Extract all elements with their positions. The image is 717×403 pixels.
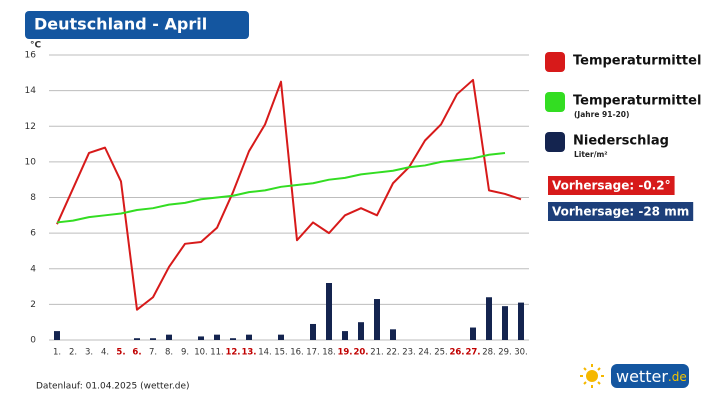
y-tick-label: 4 xyxy=(30,264,36,274)
bar xyxy=(150,338,156,340)
legend-label: Temperaturmittel xyxy=(573,94,701,109)
forecast-text: Vorhersage: -0.2° xyxy=(552,179,671,193)
x-tick-label: 22. xyxy=(386,348,400,358)
svg-text:wetter.de: wetter.de xyxy=(616,367,687,386)
legend-swatch xyxy=(545,132,565,152)
bar xyxy=(374,299,380,340)
x-tick-label: 19. xyxy=(337,348,352,358)
x-tick-label: 13. xyxy=(241,348,256,358)
y-tick-label: 2 xyxy=(30,300,36,310)
x-tick-label: 5. xyxy=(116,348,125,358)
line xyxy=(56,78,522,311)
bar xyxy=(326,283,332,340)
x-tick-label: 3. xyxy=(85,348,93,358)
bar xyxy=(358,322,364,340)
x-tick-label: 26. xyxy=(449,348,464,358)
y-tick-label: 12 xyxy=(25,122,36,132)
y-tick-label: 16 xyxy=(25,51,37,61)
logo-main: wetter xyxy=(616,367,668,386)
bar xyxy=(342,331,348,340)
forecast-bg xyxy=(548,176,675,195)
footer: Datenlauf: 01.04.2025 (wetter.de) xyxy=(36,382,190,392)
x-tick-label: 6. xyxy=(132,348,141,358)
x-tick-label: 30. xyxy=(514,348,528,358)
bar xyxy=(54,331,60,340)
y-unit: °C xyxy=(30,41,42,51)
forecast-box: Vorhersage: -0.2° xyxy=(548,176,675,195)
x-tick-label: 4. xyxy=(101,348,109,358)
x-tick-label: 28. xyxy=(482,348,496,358)
legend-label: Temperaturmittel xyxy=(573,54,701,69)
bar xyxy=(166,334,172,340)
bar xyxy=(486,297,492,340)
x-tick-label: 12. xyxy=(225,348,240,358)
forecast-bg xyxy=(548,202,694,221)
x-tick-label: 10. xyxy=(194,348,208,358)
chart-title: Deutschland - April xyxy=(34,15,207,34)
y-tick-label: 6 xyxy=(30,229,36,239)
x-tick-label: 8. xyxy=(165,348,173,358)
y-tick-label: 0 xyxy=(30,336,36,346)
x-tick-label: 1. xyxy=(53,348,61,358)
x-tick-label: 23. xyxy=(402,348,416,358)
legend-swatch xyxy=(545,52,565,72)
legend-label: Niederschlag xyxy=(573,134,669,149)
bar xyxy=(134,338,140,340)
bar xyxy=(246,334,252,340)
x-tick-label: 15. xyxy=(274,348,288,358)
x-tick-label: 16. xyxy=(290,348,304,358)
x-tick-label: 27. xyxy=(465,348,480,358)
x-tick-label: 17. xyxy=(306,348,320,358)
line xyxy=(56,151,506,224)
y-tick-label: 8 xyxy=(30,193,36,203)
bar xyxy=(390,329,396,340)
y-tick-label: 14 xyxy=(25,86,37,96)
x-tick-label: 25. xyxy=(434,348,448,358)
bar xyxy=(310,323,316,340)
bar xyxy=(518,302,524,340)
x-tick-label: 9. xyxy=(181,348,189,358)
x-tick-label: 11. xyxy=(210,348,224,358)
x-tick-label: 18. xyxy=(322,348,336,358)
legend-sublabel: Liter/m² xyxy=(574,150,608,159)
x-tick-label: 20. xyxy=(353,348,368,358)
y-tick-label: 10 xyxy=(25,157,37,167)
title-box xyxy=(25,11,249,39)
x-tick-label: 24. xyxy=(418,348,432,358)
x-tick-label: 29. xyxy=(498,348,512,358)
forecast-box: Vorhersage: -28 mm xyxy=(548,202,694,221)
legend-swatch xyxy=(545,92,565,112)
bar xyxy=(470,327,476,340)
x-tick-label: 7. xyxy=(149,348,157,358)
bar xyxy=(502,306,508,340)
forecast-text: Vorhersage: -28 mm xyxy=(552,205,689,219)
legend-sublabel: (Jahre 91-20) xyxy=(574,110,629,119)
bar xyxy=(278,334,284,340)
bar xyxy=(230,338,236,340)
logo-suffix: .de xyxy=(668,370,687,384)
bar xyxy=(214,334,220,340)
x-tick-label: 21. xyxy=(370,348,384,358)
x-tick-label: 2. xyxy=(69,348,77,358)
bar xyxy=(198,336,204,340)
x-tick-label: 14. xyxy=(258,348,272,358)
logo: wetter.de xyxy=(580,364,689,388)
